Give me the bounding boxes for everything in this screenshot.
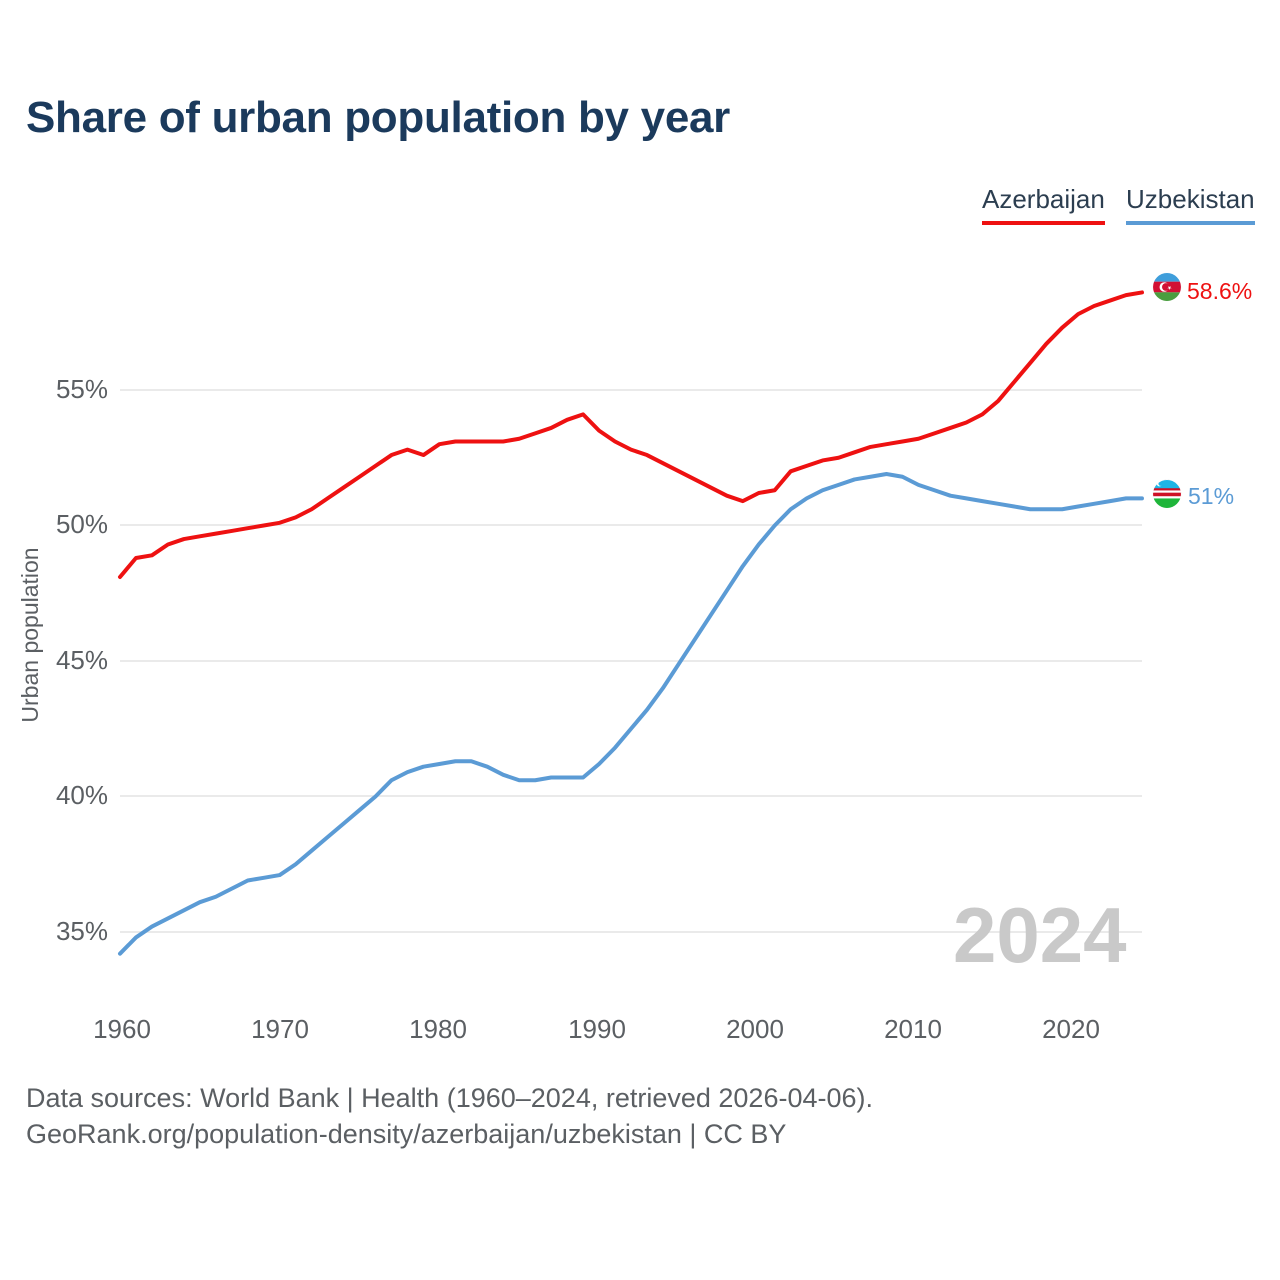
svg-text:40%: 40% <box>56 780 108 810</box>
svg-text:1980: 1980 <box>409 1014 467 1044</box>
svg-text:55%: 55% <box>56 374 108 404</box>
svg-text:1970: 1970 <box>251 1014 309 1044</box>
svg-text:50%: 50% <box>56 509 108 539</box>
svg-text:1990: 1990 <box>568 1014 626 1044</box>
svg-text:45%: 45% <box>56 645 108 675</box>
svg-text:2000: 2000 <box>726 1014 784 1044</box>
svg-text:35%: 35% <box>56 916 108 946</box>
svg-text:2010: 2010 <box>884 1014 942 1044</box>
svg-text:Urban population: Urban population <box>17 547 43 722</box>
svg-text:2020: 2020 <box>1042 1014 1100 1044</box>
svg-text:1960: 1960 <box>93 1014 151 1044</box>
